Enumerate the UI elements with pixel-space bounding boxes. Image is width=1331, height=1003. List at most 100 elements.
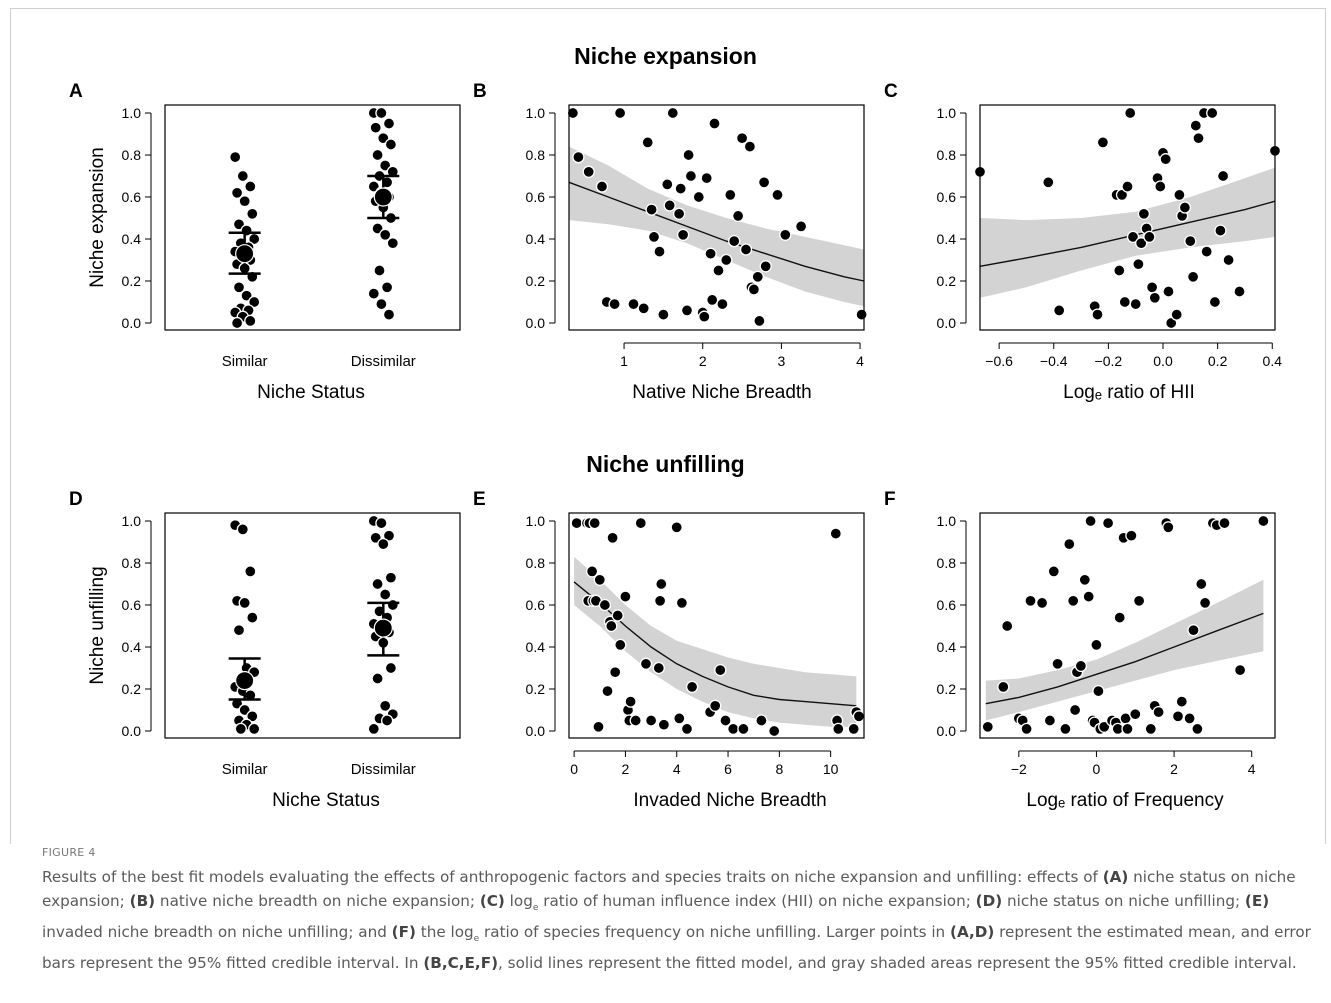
data-point bbox=[386, 237, 399, 250]
data-point bbox=[724, 188, 737, 202]
y-tick-label: 0.4 bbox=[122, 639, 142, 655]
data-point bbox=[753, 314, 766, 328]
panel-letter: B bbox=[473, 81, 487, 102]
y-tick-label: 0.0 bbox=[526, 723, 546, 739]
data-point bbox=[1068, 703, 1082, 717]
data-point bbox=[386, 598, 399, 612]
data-point bbox=[1186, 270, 1200, 283]
y-tick-label: 0.6 bbox=[526, 189, 546, 205]
data-point bbox=[375, 106, 388, 120]
mean-point bbox=[373, 187, 393, 207]
data-point bbox=[779, 228, 792, 241]
y-tick-label: 1.0 bbox=[526, 105, 546, 121]
data-point bbox=[757, 176, 771, 189]
data-point bbox=[382, 529, 396, 542]
data-point bbox=[704, 247, 717, 260]
data-point bbox=[682, 148, 695, 162]
data-point bbox=[768, 724, 781, 738]
data-point bbox=[1154, 180, 1167, 193]
section-title-unfilling: Niche unfilling bbox=[586, 451, 745, 477]
data-point bbox=[1042, 176, 1055, 189]
data-point bbox=[676, 228, 690, 241]
data-point bbox=[1092, 684, 1105, 698]
x-tick-label: Similar bbox=[222, 761, 268, 778]
data-point bbox=[735, 132, 749, 145]
panel-letter: C bbox=[884, 81, 898, 102]
data-point bbox=[624, 695, 637, 708]
data-point bbox=[1121, 180, 1134, 193]
plot-frame bbox=[979, 512, 1276, 739]
y-tick-label: 0.6 bbox=[122, 597, 142, 613]
data-point bbox=[639, 657, 653, 670]
data-point bbox=[582, 165, 595, 178]
data-point bbox=[379, 699, 392, 712]
x-tick-label: 6 bbox=[724, 761, 732, 777]
data-point bbox=[369, 121, 382, 134]
y-tick-label: 0.4 bbox=[526, 231, 546, 247]
x-tick-label: 3 bbox=[778, 353, 786, 369]
data-point bbox=[234, 722, 247, 736]
caption-text: Results of the best fit models evaluatin… bbox=[42, 868, 1311, 973]
x-tick-label: 4 bbox=[673, 761, 681, 777]
x-axis-title: Invaded Niche Breadth bbox=[633, 790, 826, 811]
data-point bbox=[712, 264, 725, 277]
y-tick-label: 0.2 bbox=[526, 681, 546, 697]
data-point bbox=[1132, 258, 1145, 271]
data-point bbox=[585, 565, 599, 578]
data-point bbox=[680, 722, 694, 736]
x-tick-label: −0.6 bbox=[985, 353, 1013, 369]
data-point bbox=[1126, 230, 1140, 244]
data-point bbox=[1074, 659, 1088, 673]
data-point bbox=[238, 195, 251, 208]
data-point bbox=[384, 661, 398, 675]
data-point bbox=[653, 245, 666, 258]
data-point bbox=[794, 220, 808, 233]
data-point bbox=[230, 186, 244, 199]
y-tick-label: 0.6 bbox=[526, 597, 546, 613]
data-point bbox=[771, 188, 784, 202]
x-tick-label: −0.2 bbox=[1095, 353, 1123, 369]
data-point bbox=[1162, 521, 1175, 534]
data-point bbox=[855, 308, 868, 321]
y-tick-label: 0.2 bbox=[937, 681, 957, 697]
data-point bbox=[670, 521, 683, 534]
data-point bbox=[382, 117, 396, 130]
data-point bbox=[1233, 285, 1246, 298]
data-point bbox=[739, 243, 753, 256]
data-point bbox=[1144, 722, 1157, 736]
y-tick-label: 0.4 bbox=[122, 231, 142, 247]
data-point bbox=[377, 537, 390, 551]
data-point bbox=[1165, 316, 1178, 330]
figure-frame bbox=[10, 8, 1326, 844]
y-tick-label: 0.0 bbox=[122, 723, 142, 739]
data-point bbox=[655, 577, 668, 591]
x-tick-label: 1 bbox=[620, 353, 628, 369]
y-tick-label: 1.0 bbox=[526, 513, 546, 529]
data-point bbox=[566, 106, 580, 120]
data-point bbox=[1115, 188, 1129, 202]
data-point bbox=[657, 718, 671, 731]
data-point bbox=[384, 138, 398, 151]
data-point bbox=[248, 295, 261, 309]
x-tick-label: 10 bbox=[823, 761, 839, 777]
x-tick-label: 0.4 bbox=[1263, 353, 1283, 369]
data-point bbox=[1148, 291, 1161, 304]
data-point bbox=[1118, 295, 1131, 309]
data-point bbox=[1222, 253, 1235, 267]
x-tick-label: 2 bbox=[622, 761, 630, 777]
data-point bbox=[645, 203, 658, 216]
panel-E: E 0.0 0.2 0.4 0.6 0.8 1.0 0 2 4 6 8 10 Invaded Niche … bbox=[473, 489, 866, 811]
data-point bbox=[1082, 590, 1095, 603]
y-axis-title: Niche unfilling bbox=[87, 566, 108, 684]
data-point bbox=[1145, 281, 1159, 294]
data-point bbox=[1170, 308, 1183, 321]
data-point bbox=[1173, 188, 1186, 202]
data-point bbox=[1047, 565, 1060, 578]
x-axis-title: Logₑ ratio of HII bbox=[1063, 382, 1195, 403]
mean-point bbox=[235, 244, 255, 264]
data-point bbox=[379, 588, 392, 601]
data-point bbox=[230, 316, 244, 330]
data-point bbox=[1084, 514, 1097, 528]
plot-frame bbox=[164, 512, 461, 739]
data-point bbox=[647, 230, 661, 244]
